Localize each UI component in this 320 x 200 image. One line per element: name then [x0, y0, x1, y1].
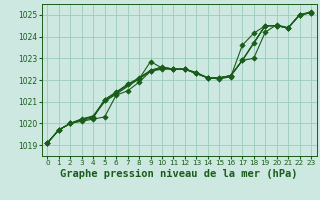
- X-axis label: Graphe pression niveau de la mer (hPa): Graphe pression niveau de la mer (hPa): [60, 169, 298, 179]
